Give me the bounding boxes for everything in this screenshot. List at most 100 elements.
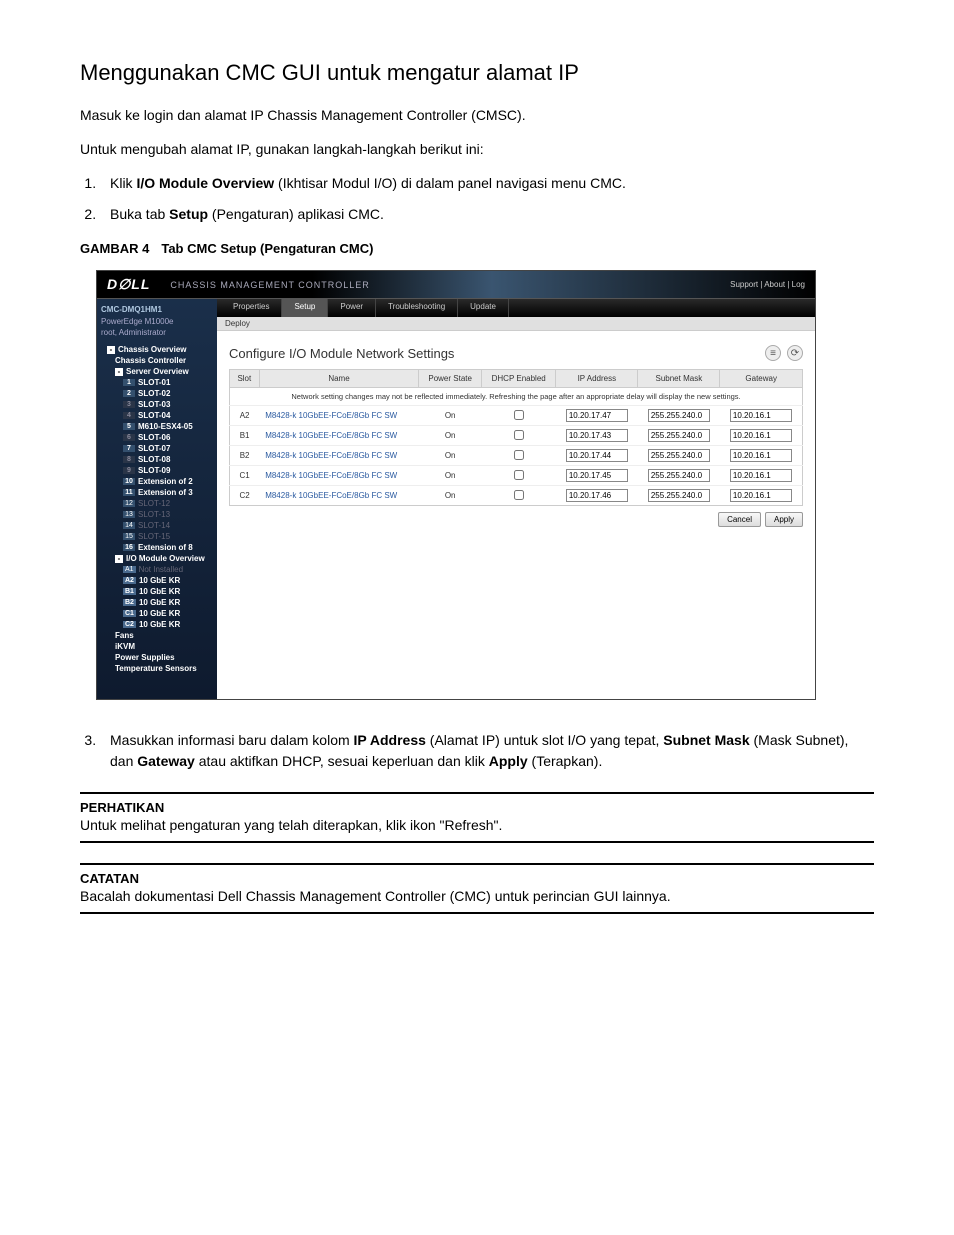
refresh-icon[interactable]: ⟳ (787, 345, 803, 361)
tree-item[interactable]: Chassis Controller (101, 355, 213, 366)
cell-gw[interactable] (720, 406, 803, 426)
tab-update[interactable]: Update (458, 299, 509, 317)
cell-slot: A2 (230, 406, 260, 426)
ip-input[interactable] (566, 449, 628, 462)
tree-item[interactable]: 13SLOT-13 (101, 509, 213, 520)
cell-dhcp[interactable] (482, 466, 556, 486)
tree-item[interactable]: 6SLOT-06 (101, 432, 213, 443)
apply-button[interactable]: Apply (765, 512, 803, 527)
tree-item[interactable]: -Chassis Overview (101, 344, 213, 355)
tree-item[interactable]: Temperature Sensors (101, 663, 213, 674)
gw-input[interactable] (730, 449, 792, 462)
tree-item[interactable]: 3SLOT-03 (101, 399, 213, 410)
cell-ip[interactable] (556, 466, 638, 486)
cell-ip[interactable] (556, 426, 638, 446)
tree-item[interactable]: A210 GbE KR (101, 575, 213, 586)
dhcp-checkbox[interactable] (514, 410, 524, 420)
tree-item[interactable]: iKVM (101, 641, 213, 652)
tree-item[interactable]: 2SLOT-02 (101, 388, 213, 399)
print-icon[interactable]: ≡ (765, 345, 781, 361)
tab-properties[interactable]: Properties (221, 299, 282, 317)
tree-item[interactable]: 4SLOT-04 (101, 410, 213, 421)
cell-gw[interactable] (720, 446, 803, 466)
cmc-header-links[interactable]: Support | About | Log (730, 280, 805, 289)
tree-item[interactable]: 1SLOT-01 (101, 377, 213, 388)
mask-input[interactable] (648, 469, 710, 482)
tree-label: Extension of 8 (138, 543, 193, 552)
tree-item[interactable]: C210 GbE KR (101, 619, 213, 630)
tab-setup[interactable]: Setup (282, 299, 328, 317)
tree-label: Extension of 2 (138, 477, 193, 486)
tab-troubleshooting[interactable]: Troubleshooting (376, 299, 458, 317)
cell-name[interactable]: M8428-k 10GbEE-FCoE/8Gb FC SW (259, 406, 419, 426)
tree-item[interactable]: 15SLOT-15 (101, 531, 213, 542)
gw-input[interactable] (730, 409, 792, 422)
cell-name[interactable]: M8428-k 10GbEE-FCoE/8Gb FC SW (259, 466, 419, 486)
steps-list: Klik I/O Module Overview (Ikhtisar Modul… (100, 173, 874, 225)
dhcp-checkbox[interactable] (514, 450, 524, 460)
cell-ip[interactable] (556, 446, 638, 466)
cell-name[interactable]: M8428-k 10GbEE-FCoE/8Gb FC SW (259, 426, 419, 446)
tree-item[interactable]: Power Supplies (101, 652, 213, 663)
tree-item[interactable]: 8SLOT-08 (101, 454, 213, 465)
cell-mask[interactable] (638, 426, 720, 446)
cmc-tabs[interactable]: PropertiesSetupPowerTroubleshootingUpdat… (217, 299, 815, 317)
mask-input[interactable] (648, 449, 710, 462)
tree-item[interactable]: 11Extension of 3 (101, 487, 213, 498)
dhcp-checkbox[interactable] (514, 430, 524, 440)
mask-input[interactable] (648, 409, 710, 422)
cell-mask[interactable] (638, 406, 720, 426)
io-module-table: SlotNamePower StateDHCP EnabledIP Addres… (229, 369, 803, 506)
tree-item[interactable]: A1Not Installed (101, 564, 213, 575)
tree-item[interactable]: C110 GbE KR (101, 608, 213, 619)
cell-gw[interactable] (720, 466, 803, 486)
mask-input[interactable] (648, 489, 710, 502)
cell-dhcp[interactable] (482, 446, 556, 466)
slot-badge: 6 (123, 434, 135, 441)
tree-item[interactable]: 5M610-ESX4-05 (101, 421, 213, 432)
ip-input[interactable] (566, 409, 628, 422)
tree-toggle-icon[interactable]: - (107, 346, 115, 354)
tree-item[interactable]: B110 GbE KR (101, 586, 213, 597)
tree-item[interactable]: -Server Overview (101, 366, 213, 377)
tree-toggle-icon[interactable]: - (115, 555, 123, 563)
cell-dhcp[interactable] (482, 406, 556, 426)
tree-item[interactable]: 9SLOT-09 (101, 465, 213, 476)
dhcp-checkbox[interactable] (514, 490, 524, 500)
cell-name[interactable]: M8428-k 10GbEE-FCoE/8Gb FC SW (259, 446, 419, 466)
gw-input[interactable] (730, 469, 792, 482)
cell-name[interactable]: M8428-k 10GbEE-FCoE/8Gb FC SW (259, 486, 419, 506)
tree-item[interactable]: 12SLOT-12 (101, 498, 213, 509)
ip-input[interactable] (566, 489, 628, 502)
mask-input[interactable] (648, 429, 710, 442)
cell-ip[interactable] (556, 486, 638, 506)
cell-mask[interactable] (638, 466, 720, 486)
tree-toggle-icon[interactable]: - (115, 368, 123, 376)
cell-slot: C1 (230, 466, 260, 486)
tree-item[interactable]: Fans (101, 630, 213, 641)
tree-item[interactable]: 16Extension of 8 (101, 542, 213, 553)
cell-mask[interactable] (638, 486, 720, 506)
cmc-subtab[interactable]: Deploy (217, 317, 815, 331)
slot-badge: B1 (123, 588, 136, 595)
tree-item[interactable]: 7SLOT-07 (101, 443, 213, 454)
tree-label: SLOT-09 (138, 466, 170, 475)
cancel-button[interactable]: Cancel (718, 512, 761, 527)
tree-item[interactable]: 14SLOT-14 (101, 520, 213, 531)
tab-power[interactable]: Power (328, 299, 376, 317)
cell-gw[interactable] (720, 486, 803, 506)
cell-ip[interactable] (556, 406, 638, 426)
gw-input[interactable] (730, 429, 792, 442)
cell-dhcp[interactable] (482, 426, 556, 446)
ip-input[interactable] (566, 469, 628, 482)
tree-item[interactable]: -I/O Module Overview (101, 553, 213, 564)
cell-dhcp[interactable] (482, 486, 556, 506)
cell-mask[interactable] (638, 446, 720, 466)
sidebar-tree[interactable]: -Chassis OverviewChassis Controller-Serv… (101, 344, 213, 674)
gw-input[interactable] (730, 489, 792, 502)
cell-gw[interactable] (720, 426, 803, 446)
dhcp-checkbox[interactable] (514, 470, 524, 480)
ip-input[interactable] (566, 429, 628, 442)
tree-item[interactable]: 10Extension of 2 (101, 476, 213, 487)
tree-item[interactable]: B210 GbE KR (101, 597, 213, 608)
